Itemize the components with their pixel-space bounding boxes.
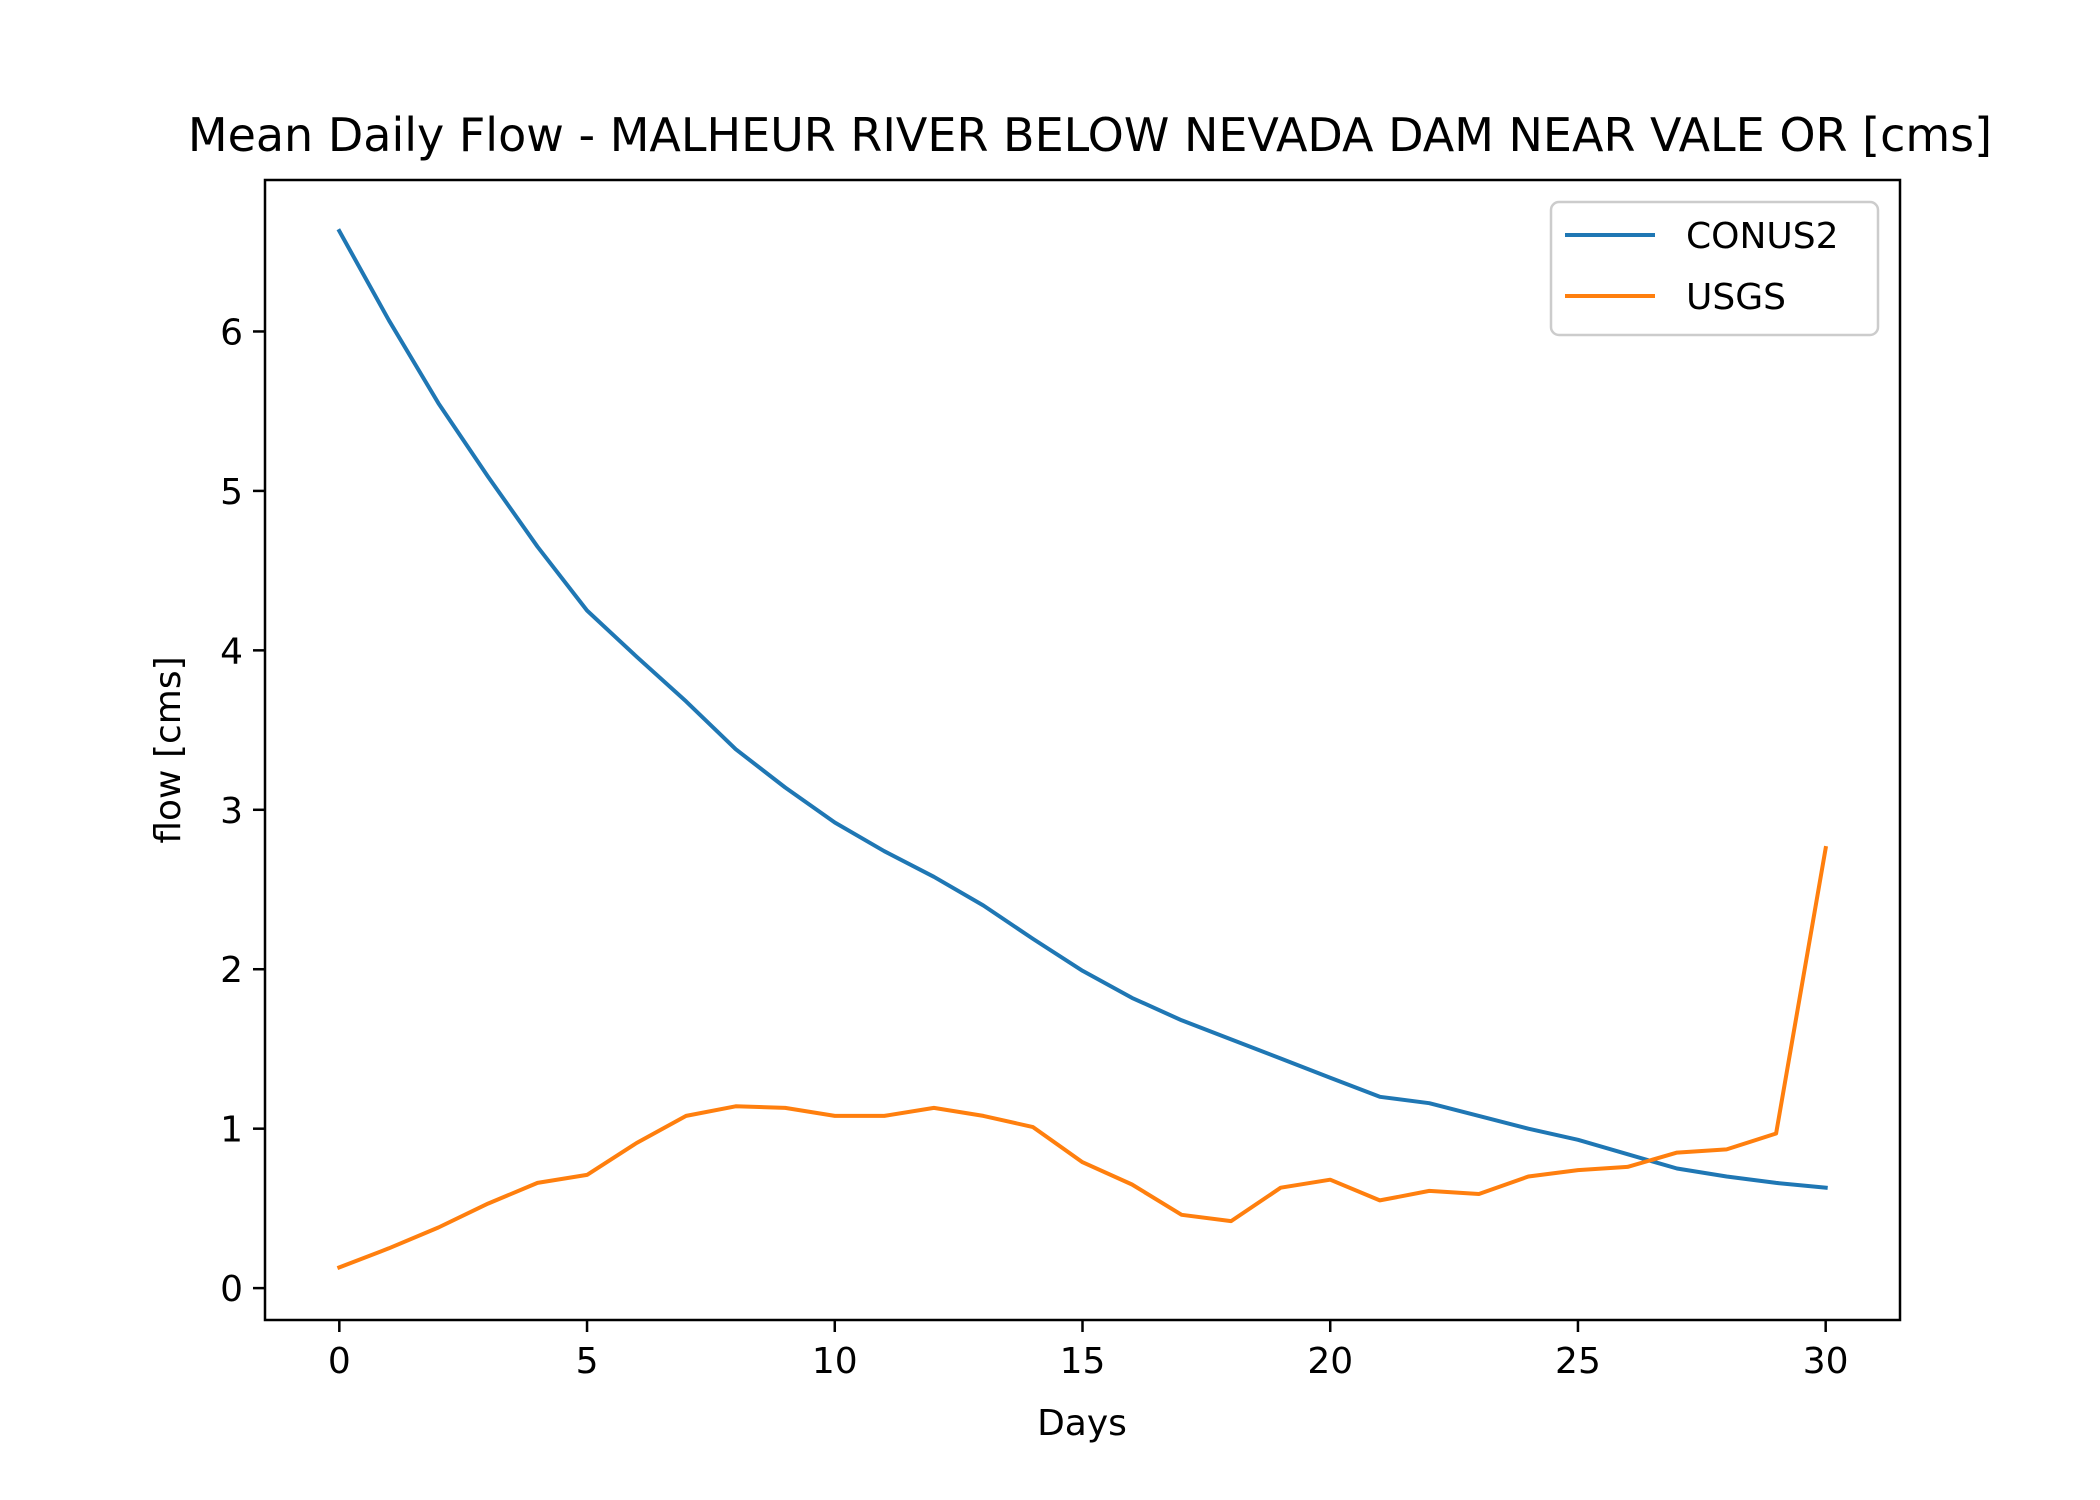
chart-title: Mean Daily Flow - MALHEUR RIVER BELOW NE… — [188, 108, 1992, 162]
x-tick-label: 10 — [812, 1341, 858, 1382]
y-axis-label: flow [cms] — [148, 656, 189, 843]
legend-label-usgs: USGS — [1686, 277, 1786, 318]
legend-label-conus2: CONUS2 — [1686, 216, 1839, 257]
y-tick-label: 0 — [220, 1269, 243, 1310]
y-tick-label: 2 — [220, 950, 243, 991]
x-tick-label: 5 — [576, 1341, 599, 1382]
x-tick-label: 20 — [1307, 1341, 1353, 1382]
x-tick-label: 0 — [328, 1341, 351, 1382]
series-layer — [336, 228, 1829, 1270]
series-line-conus2 — [336, 228, 1828, 1190]
y-tick-label: 3 — [220, 791, 243, 832]
y-tick-label: 5 — [220, 472, 243, 513]
series-line-usgs — [336, 845, 1829, 1270]
x-tick-label: 30 — [1803, 1341, 1849, 1382]
legend: CONUS2 USGS — [1549, 200, 1880, 337]
x-tick-label: 15 — [1060, 1341, 1106, 1382]
x-axis-label: Days — [1037, 1403, 1127, 1444]
x-axis-ticks: 0 5 10 15 20 25 30 — [328, 1320, 1849, 1382]
y-axis-ticks: 0 1 2 3 4 5 6 — [220, 312, 265, 1310]
y-tick-label: 6 — [220, 312, 243, 353]
y-tick-label: 1 — [220, 1110, 243, 1151]
y-tick-label: 4 — [220, 631, 243, 672]
x-tick-label: 25 — [1555, 1341, 1601, 1382]
